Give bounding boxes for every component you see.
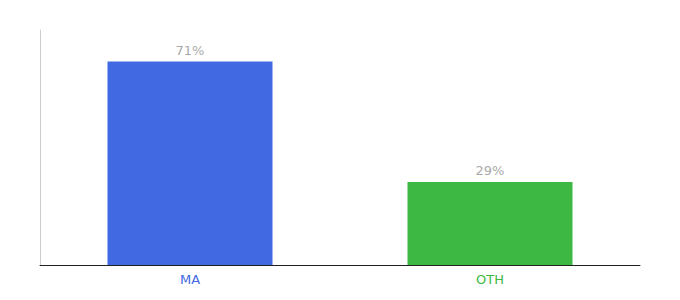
svg-text:29%: 29% (476, 163, 505, 178)
svg-text:MA: MA (180, 272, 200, 287)
svg-text:71%: 71% (176, 43, 205, 58)
svg-text:OTH: OTH (476, 272, 504, 287)
